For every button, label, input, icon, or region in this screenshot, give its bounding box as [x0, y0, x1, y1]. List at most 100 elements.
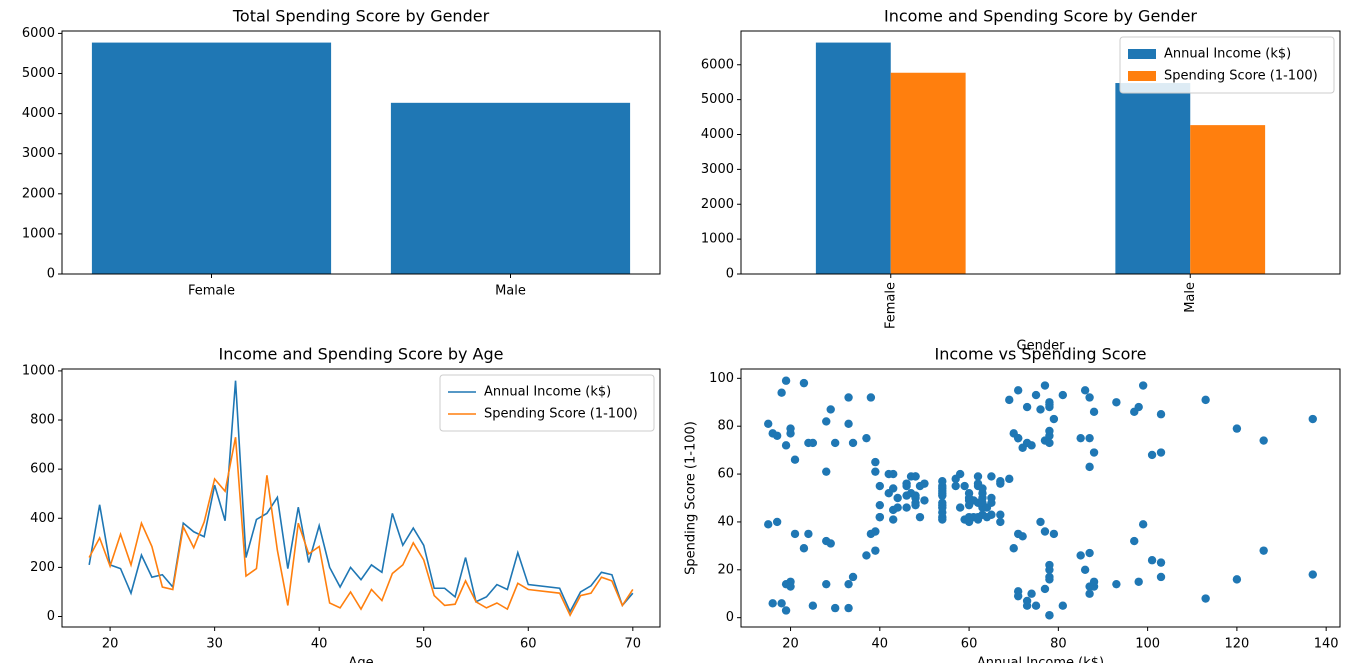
point — [1138, 520, 1148, 529]
x-axis-label: Gender — [1017, 339, 1066, 354]
y-tick-label: 1000 — [22, 363, 55, 378]
point — [786, 424, 795, 433]
point — [902, 503, 911, 512]
x-tick-label: 40 — [311, 637, 328, 652]
point — [1045, 426, 1054, 436]
x-tick-label: 30 — [206, 637, 223, 652]
point — [1085, 548, 1094, 558]
x-tick-label: 70 — [625, 637, 642, 652]
axes-frame — [740, 368, 1341, 628]
y-tick-label: 1000 — [22, 226, 55, 241]
point — [844, 393, 853, 402]
y-tick-label: 6000 — [22, 26, 55, 41]
point — [1005, 395, 1014, 405]
point — [862, 433, 871, 443]
y-tick-label: 0 — [47, 267, 55, 282]
point — [987, 493, 996, 503]
bar — [815, 42, 891, 275]
chart-title: Income and Spending Score by Gender — [884, 7, 1197, 26]
x-tick-label: 40 — [872, 637, 889, 652]
y-tick-label: 60 — [717, 467, 734, 482]
point — [799, 544, 809, 553]
point — [1045, 400, 1054, 409]
point — [889, 469, 898, 479]
point — [1013, 591, 1023, 601]
legend-box — [439, 374, 655, 432]
point — [893, 503, 902, 512]
point — [786, 582, 795, 591]
point — [1085, 393, 1094, 402]
point — [875, 512, 885, 522]
legend-label: Annual Income (k$) — [484, 385, 611, 400]
point — [1089, 577, 1099, 586]
x-tick-label: 140 — [1314, 637, 1339, 652]
point — [844, 603, 853, 613]
point — [1130, 536, 1139, 546]
point — [1049, 414, 1059, 424]
chart-title: Income and Spending Score by Age — [219, 345, 504, 364]
legend-swatch — [1128, 49, 1156, 59]
y-tick-label: 3000 — [701, 162, 734, 177]
point — [1049, 529, 1059, 539]
point — [777, 388, 786, 397]
x-tick-label: Female — [883, 282, 898, 329]
point — [1089, 448, 1099, 457]
bar — [91, 42, 332, 274]
point — [871, 457, 880, 467]
point — [938, 503, 947, 512]
y-axis-label: Spending Score (1-100) — [684, 421, 699, 575]
x-tick-label: 60 — [520, 637, 537, 652]
line — [88, 437, 634, 618]
point — [1156, 410, 1166, 419]
point — [1045, 565, 1054, 574]
y-tick-label: 2000 — [701, 197, 734, 212]
legend-box — [1119, 36, 1335, 94]
axes-frame — [61, 368, 661, 628]
point — [987, 472, 996, 481]
point — [764, 419, 773, 429]
point — [826, 405, 835, 414]
point — [764, 520, 773, 529]
y-tick-label: 0 — [726, 267, 734, 282]
point — [790, 455, 800, 464]
point — [1112, 579, 1121, 589]
point — [1089, 407, 1099, 417]
chart-title: Income vs Spending Score — [935, 345, 1147, 364]
point — [1040, 584, 1050, 594]
point — [1308, 570, 1317, 579]
point — [1031, 601, 1041, 610]
x-tick-label: 60 — [961, 637, 978, 652]
point — [822, 579, 831, 589]
point — [799, 378, 809, 388]
bar — [390, 102, 631, 275]
y-tick-label: 2000 — [22, 186, 55, 201]
point — [1080, 386, 1090, 395]
point — [830, 603, 840, 613]
x-tick-label: Male — [495, 284, 526, 299]
point — [955, 503, 965, 512]
point — [889, 484, 898, 493]
point — [830, 438, 840, 448]
legend-swatch — [1128, 71, 1156, 81]
x-tick-label: Female — [188, 284, 235, 299]
point — [866, 393, 876, 402]
y-tick-label: 20 — [717, 562, 734, 577]
point — [938, 515, 947, 524]
point — [915, 512, 925, 522]
point — [1232, 424, 1242, 433]
point — [781, 441, 791, 450]
point — [1147, 450, 1157, 460]
x-tick-label: 20 — [782, 637, 799, 652]
legend-label: Annual Income (k$) — [1164, 47, 1291, 62]
point — [938, 491, 947, 500]
point — [871, 467, 880, 476]
point — [844, 579, 853, 589]
y-tick-label: 40 — [717, 514, 734, 529]
x-axis-label: Annual Income (k$) — [977, 656, 1104, 663]
point — [808, 438, 818, 448]
point — [1036, 405, 1045, 414]
point — [1045, 438, 1054, 448]
y-tick-label: 1000 — [701, 232, 734, 247]
point — [871, 527, 880, 536]
point — [996, 517, 1005, 527]
